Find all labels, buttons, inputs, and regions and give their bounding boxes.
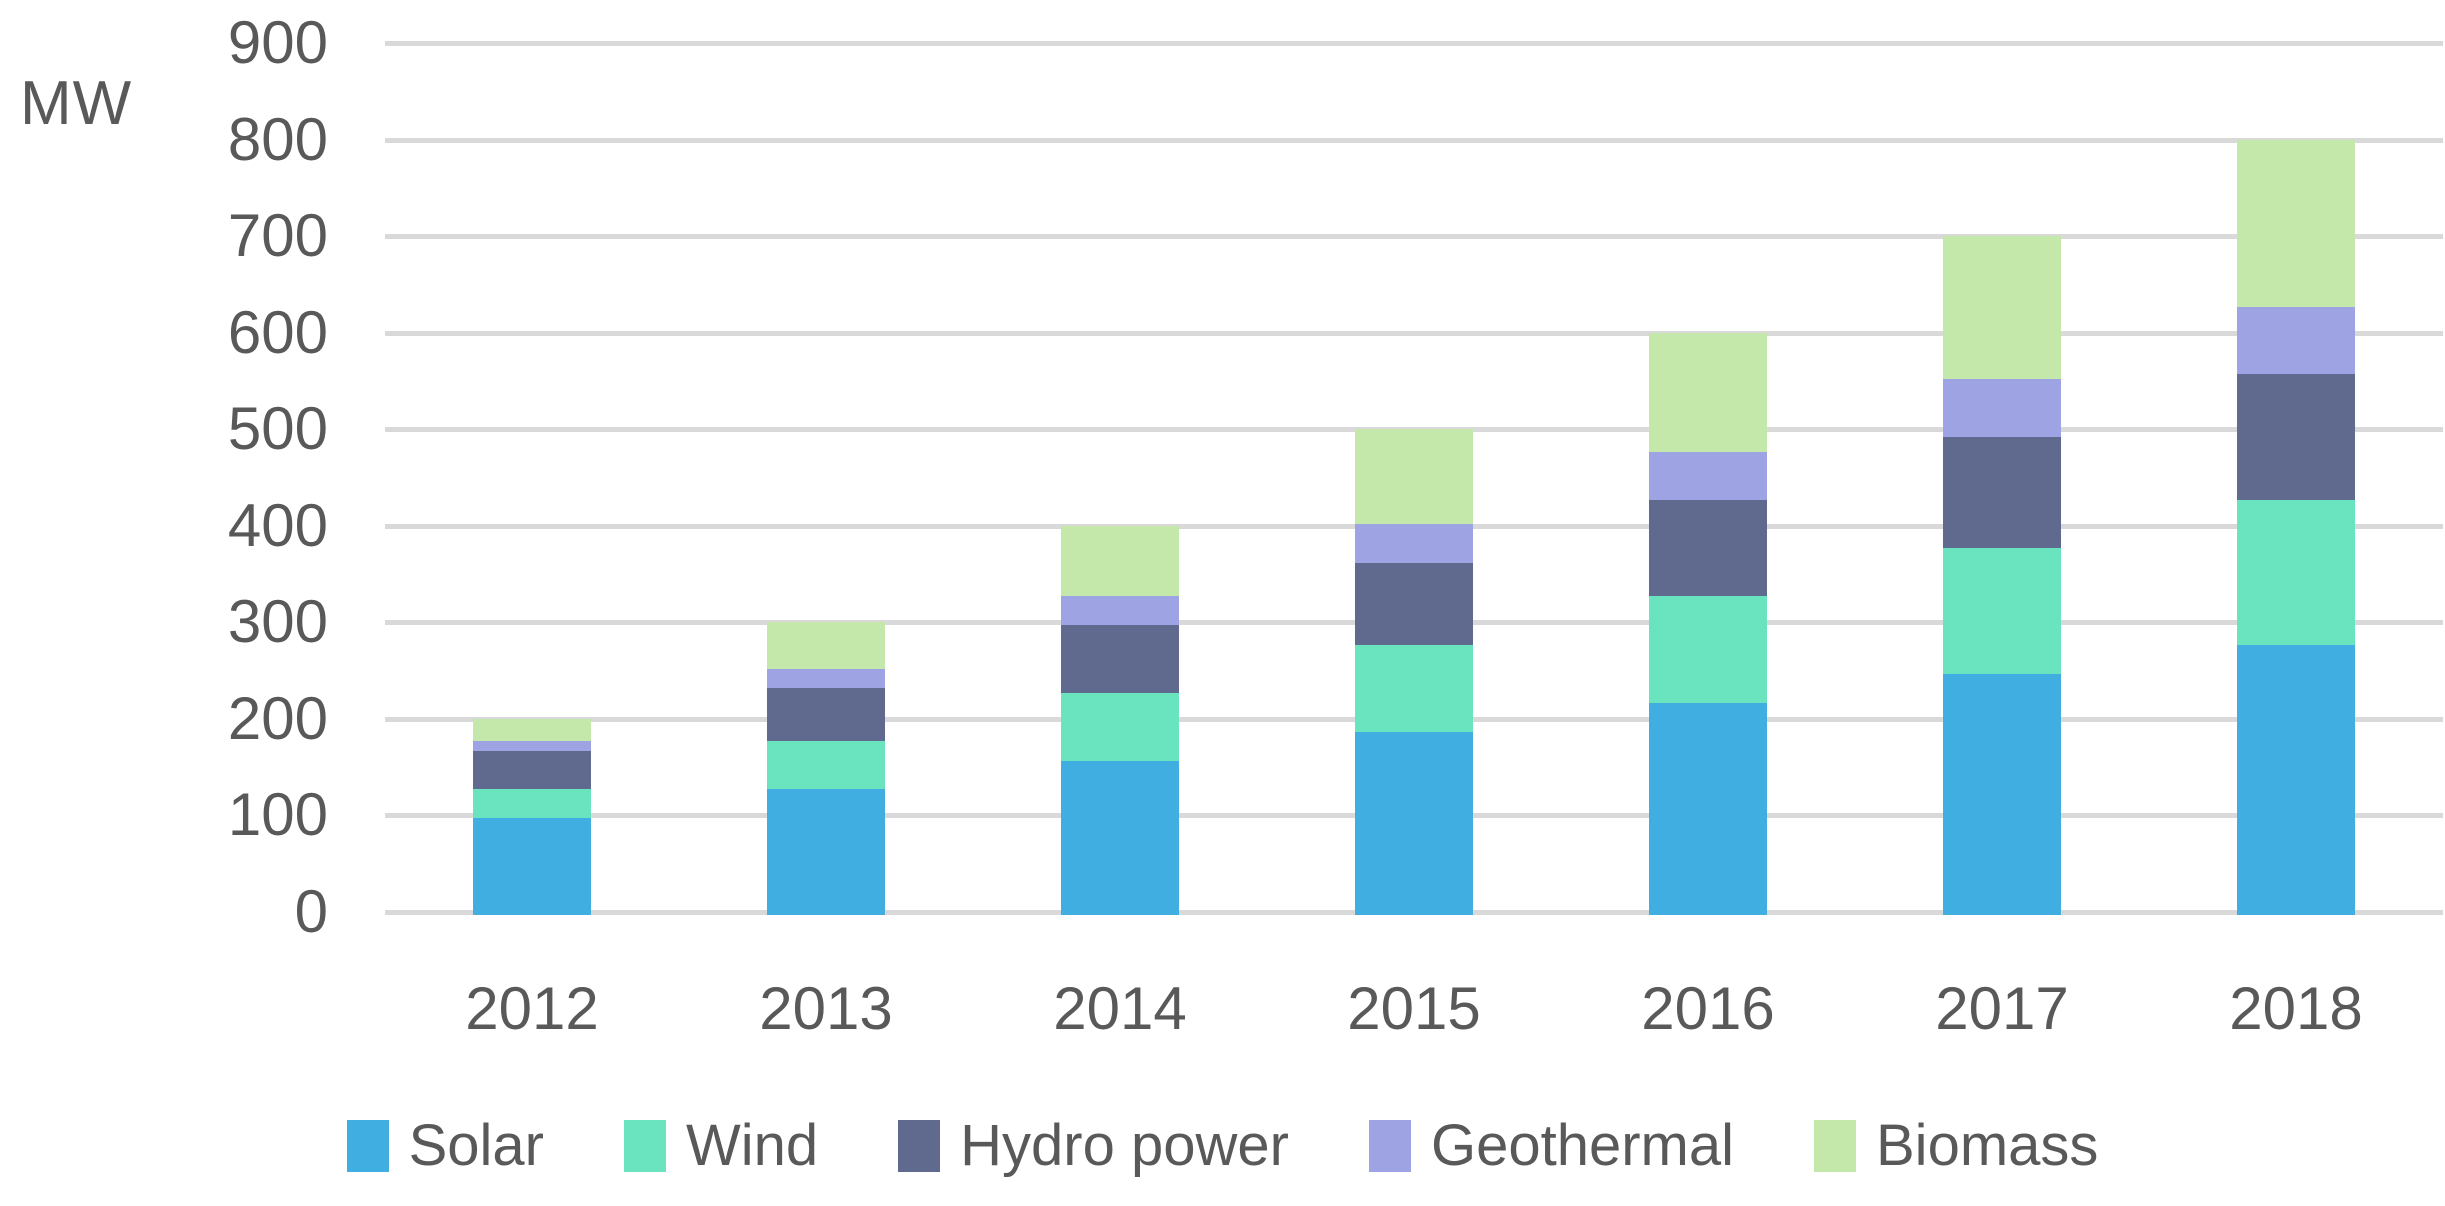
bar-segment-biomass-2016 <box>1649 333 1767 452</box>
x-axis-label-2014: 2014 <box>1053 975 1187 1042</box>
bar-segment-wind-2013 <box>767 738 885 789</box>
bar-segment-geothermal-2015 <box>1355 521 1473 563</box>
y-axis-tick-label: 700 <box>227 202 328 269</box>
bar-segment-solar-2017 <box>1943 671 2061 915</box>
bar-segment-solar-2014 <box>1061 758 1179 915</box>
bar-segment-wind-2016 <box>1649 593 1767 703</box>
bar-segment-geothermal-2017 <box>1943 376 2061 437</box>
y-axis-tick-label: 600 <box>227 299 328 366</box>
legend-label-biomass: Biomass <box>1876 1113 2099 1178</box>
legend-item-solar: Solar <box>346 1112 544 1179</box>
bar-segment-geothermal-2014 <box>1061 593 1179 625</box>
bar-segment-solar-2015 <box>1355 729 1473 915</box>
legend-label-hydro-power: Hydro power <box>960 1113 1289 1178</box>
legend-swatch-biomass <box>1814 1119 1856 1172</box>
y-axis-title: MW <box>20 69 133 138</box>
y-axis-tick-label: 400 <box>227 492 328 559</box>
bar-segment-geothermal-2012 <box>473 738 591 751</box>
bar-segment-wind-2017 <box>1943 545 2061 674</box>
y-axis-tick-label: 200 <box>227 685 328 752</box>
y-axis-tick-label: 500 <box>227 395 328 462</box>
bar-segment-biomass-2017 <box>1943 236 2061 379</box>
bar-segment-hydro-power-2017 <box>1943 434 2061 548</box>
x-axis-label-2012: 2012 <box>465 975 599 1042</box>
legend-item-biomass: Biomass <box>1814 1112 2098 1179</box>
legend-swatch-wind <box>624 1119 666 1172</box>
bar-segment-solar-2016 <box>1649 700 1767 915</box>
bar-segment-geothermal-2013 <box>767 666 885 688</box>
legend: Solar Wind Hydro power Geothermal Biomass <box>0 1112 2445 1179</box>
bar-segment-hydro-power-2016 <box>1649 497 1767 596</box>
bar-segment-geothermal-2018 <box>2237 304 2355 374</box>
y-axis-tick-label: 100 <box>227 781 328 848</box>
legend-item-hydro-power: Hydro power <box>898 1112 1289 1179</box>
x-axis-label-2015: 2015 <box>1347 975 1481 1042</box>
bar-segment-solar-2013 <box>767 786 885 915</box>
gridline <box>385 41 2443 46</box>
legend-label-geothermal: Geothermal <box>1430 1113 1734 1178</box>
bar-segment-solar-2018 <box>2237 642 2355 915</box>
legend-label-wind: Wind <box>686 1113 819 1178</box>
x-axis-label-2017: 2017 <box>1935 975 2069 1042</box>
y-axis-tick-label: 900 <box>227 9 328 76</box>
bar-segment-hydro-power-2013 <box>767 685 885 741</box>
bar-segment-wind-2015 <box>1355 642 1473 732</box>
x-axis-label-2016: 2016 <box>1641 975 1775 1042</box>
bar-segment-biomass-2013 <box>767 622 885 669</box>
legend-swatch-solar <box>346 1119 389 1172</box>
y-axis-tick-label: 800 <box>227 106 328 173</box>
bar-segment-wind-2014 <box>1061 690 1179 761</box>
gridline <box>385 138 2443 143</box>
bar-segment-hydro-power-2018 <box>2237 371 2355 500</box>
bar-segment-geothermal-2016 <box>1649 449 1767 500</box>
gridline <box>385 331 2443 336</box>
bar-segment-hydro-power-2014 <box>1061 622 1179 693</box>
bar-segment-hydro-power-2015 <box>1355 560 1473 645</box>
gridline <box>385 234 2443 239</box>
y-axis-tick-label: 0 <box>294 878 328 945</box>
legend-label-solar: Solar <box>408 1113 544 1178</box>
bar-segment-hydro-power-2012 <box>473 748 591 789</box>
bar-segment-wind-2018 <box>2237 497 2355 645</box>
x-axis-label-2013: 2013 <box>759 975 893 1042</box>
bar-segment-wind-2012 <box>473 786 591 818</box>
bar-segment-solar-2012 <box>473 815 591 915</box>
y-axis-tick-label: 300 <box>227 588 328 655</box>
x-axis-label-2018: 2018 <box>2229 975 2363 1042</box>
bar-segment-biomass-2018 <box>2237 140 2355 307</box>
bar-segment-biomass-2015 <box>1355 429 1473 524</box>
legend-item-wind: Wind <box>624 1112 818 1179</box>
legend-item-geothermal: Geothermal <box>1368 1112 1734 1179</box>
bar-segment-biomass-2014 <box>1061 526 1179 596</box>
bar-segment-biomass-2012 <box>473 719 591 741</box>
legend-swatch-geothermal <box>1368 1119 1411 1172</box>
legend-swatch-hydro-power <box>898 1119 941 1172</box>
